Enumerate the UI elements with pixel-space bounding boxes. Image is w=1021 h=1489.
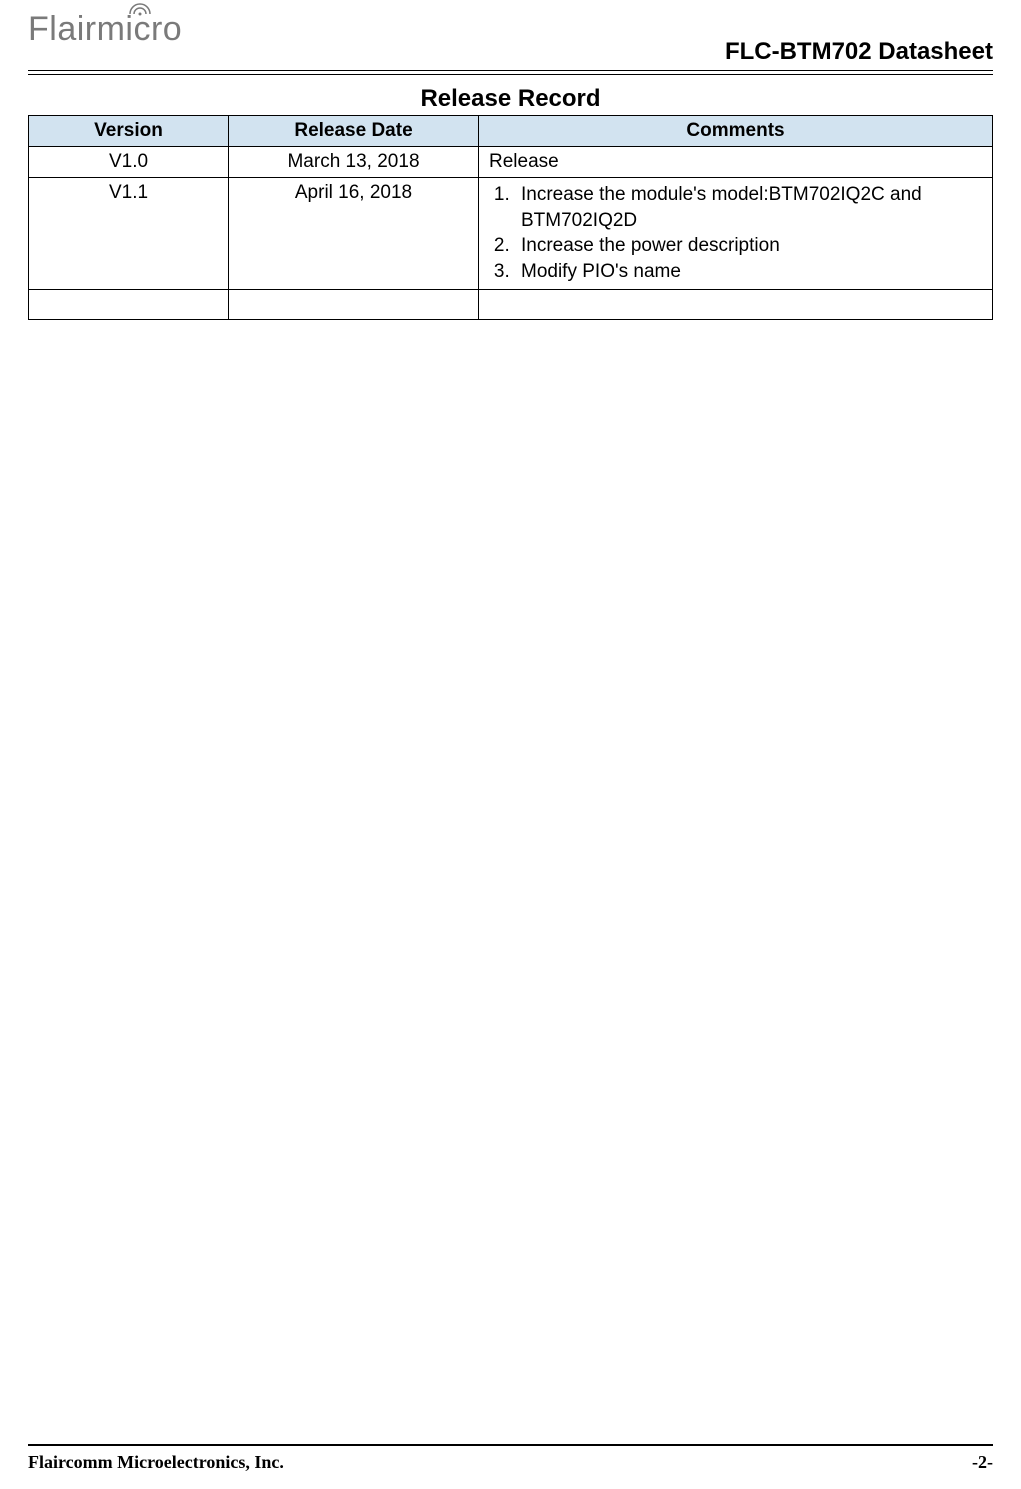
- cell-comments: [479, 289, 993, 319]
- col-header-release-date: Release Date: [229, 116, 479, 147]
- footer-page-number: -2-: [972, 1452, 993, 1473]
- section-title: Release Record: [28, 85, 993, 113]
- col-header-version: Version: [29, 116, 229, 147]
- header-divider: [28, 70, 993, 75]
- comment-item: Increase the power description: [515, 233, 982, 259]
- table-header-row: Version Release Date Comments: [29, 116, 993, 147]
- comments-list: Increase the module's model:BTM702IQ2C a…: [489, 182, 982, 285]
- page-footer: Flaircomm Microelectronics, Inc. -2-: [28, 1444, 993, 1489]
- cell-version: V1.0: [29, 147, 229, 178]
- cell-comments: Increase the module's model:BTM702IQ2C a…: [479, 178, 993, 290]
- footer-divider: [28, 1444, 993, 1446]
- comment-item: Increase the module's model:BTM702IQ2C a…: [515, 182, 982, 233]
- cell-version: [29, 289, 229, 319]
- main-content: Release Record Version Release Date Comm…: [28, 75, 993, 1444]
- document-title: FLC-BTM702 Datasheet: [725, 38, 993, 66]
- table-row: [29, 289, 993, 319]
- release-record-table: Version Release Date Comments V1.0 March…: [28, 115, 993, 320]
- cell-comments: Release: [479, 147, 993, 178]
- table-row: V1.1 April 16, 2018 Increase the module'…: [29, 178, 993, 290]
- table-row: V1.0 March 13, 2018 Release: [29, 147, 993, 178]
- footer-company: Flaircomm Microelectronics, Inc.: [28, 1452, 284, 1473]
- page-header: Flairmicro FLC-BTM702 Datasheet: [28, 10, 993, 68]
- cell-version: V1.1: [29, 178, 229, 290]
- cell-date: April 16, 2018: [229, 178, 479, 290]
- cell-date: March 13, 2018: [229, 147, 479, 178]
- cell-date: [229, 289, 479, 319]
- col-header-comments: Comments: [479, 116, 993, 147]
- logo-text: Flairmicro: [28, 10, 182, 48]
- comment-item: Modify PIO's name: [515, 259, 982, 285]
- company-logo: Flairmicro: [28, 10, 182, 49]
